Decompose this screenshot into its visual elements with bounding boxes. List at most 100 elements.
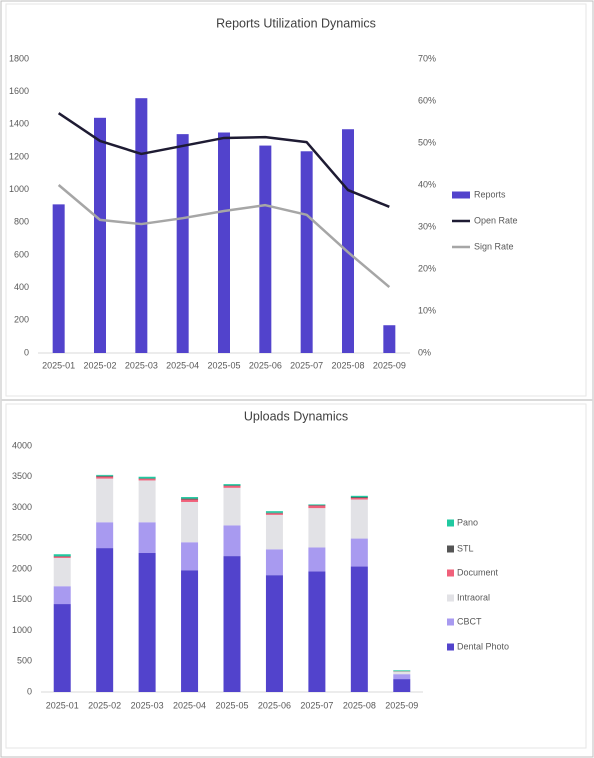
y-tick-label: 500 [17, 656, 32, 666]
bar [223, 485, 241, 486]
bar [265, 575, 283, 692]
panel [5, 403, 587, 749]
bar [265, 513, 283, 515]
bar [308, 571, 326, 692]
x-tick-label: 2025-07 [290, 360, 323, 370]
y-tick-label: 0 [24, 347, 29, 357]
x-tick-label: 2025-05 [215, 700, 248, 710]
bar [96, 475, 114, 477]
legend-swatch [447, 569, 454, 577]
bar [135, 98, 148, 353]
y2-tick-label: 70% [418, 53, 436, 63]
y-tick-label: 3000 [12, 502, 32, 512]
bar [308, 504, 326, 506]
legend-swatch [447, 594, 454, 602]
legend-label: STL [457, 543, 474, 553]
line [57, 184, 391, 289]
bar [94, 117, 106, 353]
bar [181, 501, 199, 543]
bar [223, 525, 241, 557]
legend-swatch [447, 643, 454, 651]
x-tick-label: 2025-04 [166, 360, 199, 370]
y2-tick-label: 10% [418, 305, 436, 315]
bar [181, 542, 199, 571]
legend-label: Sign Rate [474, 241, 514, 251]
x-tick-label: 2025-06 [258, 700, 291, 710]
legend-label: Open Rate [474, 215, 518, 225]
bar [393, 671, 411, 675]
bar [53, 556, 71, 557]
bar [52, 204, 65, 353]
legend-label: Intraoral [457, 592, 490, 602]
y-tick-label: 1500 [12, 594, 32, 604]
bar [96, 474, 114, 476]
bar [53, 586, 71, 605]
bar [308, 505, 326, 506]
bar [223, 487, 241, 526]
bar [223, 484, 241, 486]
panel [5, 3, 587, 397]
bar [176, 134, 189, 353]
x-tick-label: 2025-08 [331, 360, 364, 370]
bar [350, 497, 368, 498]
y-tick-label: 2000 [12, 563, 32, 573]
bar [53, 556, 71, 558]
bar [138, 478, 156, 479]
y-tick-label: 1200 [9, 151, 29, 161]
y-tick-label: 1000 [12, 625, 32, 635]
x-tick-label: 2025-06 [249, 360, 282, 370]
y-tick-label: 200 [14, 315, 29, 325]
bar [96, 476, 114, 479]
legend-swatch [447, 519, 454, 527]
bar [181, 570, 199, 692]
y2-tick-label: 30% [418, 221, 436, 231]
bar [308, 547, 326, 572]
x-tick-label: 2025-01 [46, 700, 79, 710]
legend-swatch [447, 618, 454, 626]
bar [350, 499, 368, 539]
x-tick-label: 2025-09 [385, 700, 418, 710]
bar [383, 325, 396, 353]
bar [181, 498, 199, 500]
bar [138, 522, 156, 554]
y-tick-label: 2500 [12, 533, 32, 543]
bar [265, 514, 283, 550]
x-tick-label: 2025-05 [207, 360, 240, 370]
bar [342, 129, 354, 353]
legend-label: Document [457, 567, 499, 577]
y-tick-label: 400 [14, 282, 29, 292]
bar [53, 604, 71, 692]
y-tick-label: 3500 [12, 471, 32, 481]
chart-title: Reports Utilization Dynamics [216, 16, 376, 30]
y2-tick-label: 40% [418, 179, 436, 189]
y-tick-label: 4000 [12, 440, 32, 450]
bar [138, 478, 156, 481]
x-tick-label: 2025-09 [373, 360, 406, 370]
bar [308, 505, 326, 509]
bar [393, 670, 411, 672]
x-tick-label: 2025-08 [343, 700, 376, 710]
bar [350, 538, 368, 567]
bar [223, 485, 241, 488]
x-tick-label: 2025-02 [83, 360, 116, 370]
y-tick-label: 1400 [9, 119, 29, 129]
bar [138, 553, 156, 692]
bar [181, 497, 199, 499]
legend-label: CBCT [457, 616, 482, 626]
x-tick-label: 2025-03 [125, 360, 158, 370]
line [57, 112, 390, 208]
bar [265, 512, 283, 514]
y2-tick-label: 20% [418, 263, 436, 273]
legend-label: Pano [457, 517, 478, 527]
y-tick-label: 1600 [9, 86, 29, 96]
legend-swatch [447, 545, 454, 553]
bar [138, 476, 156, 479]
bar [218, 132, 230, 353]
bar [181, 499, 199, 502]
bar [265, 549, 283, 576]
y-tick-label: 800 [14, 217, 29, 227]
legend-label: Dental Photo [457, 641, 509, 651]
bar [53, 557, 71, 587]
